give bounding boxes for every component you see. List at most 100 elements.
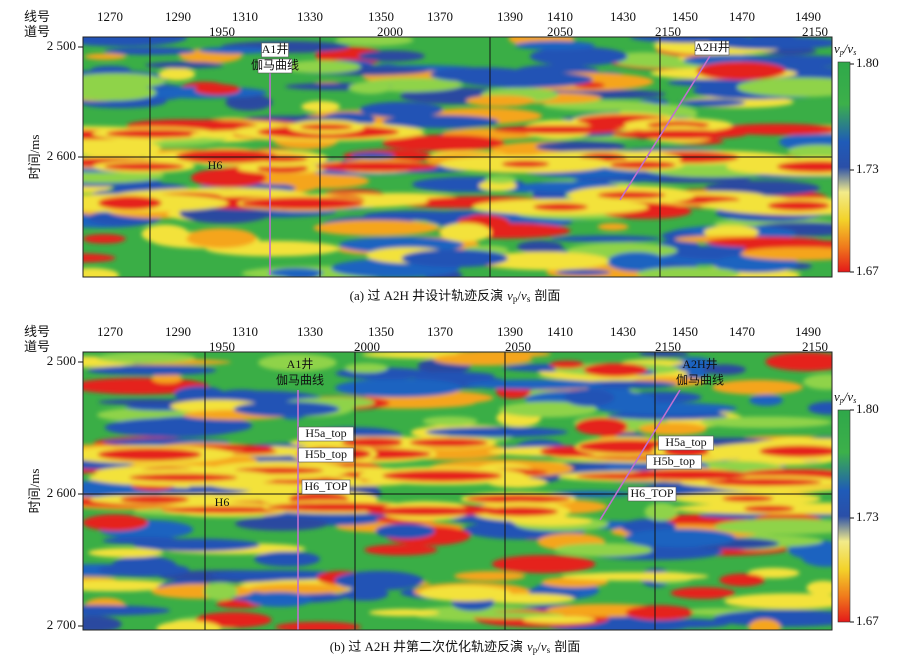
blob	[550, 235, 661, 242]
line-number: 1430	[610, 324, 636, 339]
blob	[83, 37, 188, 47]
colorbar	[837, 409, 851, 623]
blob	[493, 125, 623, 134]
text-part: 剖面	[534, 288, 560, 303]
y-axis-label: 时间/ms	[27, 135, 42, 180]
text-part: v	[834, 41, 840, 56]
blob	[83, 514, 148, 531]
blob	[706, 236, 826, 248]
trace-number: 1950	[209, 24, 235, 39]
row-label: 线号	[24, 9, 50, 24]
blob	[638, 422, 707, 436]
annotation-box	[694, 40, 730, 56]
text-part: p	[839, 396, 844, 405]
blob	[246, 591, 313, 607]
blob	[533, 203, 588, 211]
line-number: 1450	[672, 9, 698, 24]
blob	[713, 518, 832, 535]
blob	[712, 379, 803, 395]
blob	[141, 224, 189, 244]
blob	[749, 394, 783, 406]
text-part: (a) 过 A2H 井设计轨迹反演	[350, 288, 503, 303]
text-part: p	[839, 48, 844, 57]
row-label: 道号	[24, 24, 50, 39]
line-number: 1490	[795, 324, 821, 339]
blob	[801, 549, 832, 567]
section-image	[83, 37, 832, 277]
blob	[334, 570, 424, 591]
colorbar-tick-label: 1.73	[856, 161, 879, 176]
colorbar-title: vp/vs	[834, 389, 856, 405]
line-number: 1310	[232, 324, 258, 339]
blob	[335, 37, 414, 46]
annotation-box	[658, 435, 714, 451]
caption: (a) 过 A2H 井设计轨迹反演 vp/vs 剖面	[350, 288, 561, 304]
blob	[382, 470, 502, 482]
blob	[713, 609, 832, 627]
trace-number: 2050	[547, 24, 573, 39]
blob	[776, 161, 832, 173]
blob	[382, 115, 499, 129]
text-part: v	[847, 41, 853, 56]
y-tick-label: 2 700	[47, 617, 76, 632]
blob	[83, 253, 116, 263]
well-track	[619, 55, 711, 201]
blob	[696, 61, 786, 80]
blob	[638, 352, 689, 358]
text-part: v	[521, 288, 527, 303]
annotation: A1井	[287, 357, 314, 371]
annotation: 伽马曲线	[276, 372, 324, 387]
blob	[419, 585, 512, 602]
blob	[642, 619, 730, 629]
blob	[176, 149, 279, 164]
trace-number: 2150	[802, 339, 828, 354]
blob	[225, 94, 273, 111]
blob	[348, 81, 392, 94]
blob	[300, 123, 353, 131]
text-part: /	[843, 389, 849, 404]
annotation: A2H井	[694, 40, 729, 54]
blob	[439, 222, 492, 242]
blob	[670, 587, 736, 599]
line-number: 1270	[97, 324, 123, 339]
blob	[700, 416, 832, 429]
blob	[626, 469, 749, 481]
blob	[254, 551, 321, 567]
blob	[554, 543, 653, 557]
blob	[241, 197, 364, 210]
line-number: 1290	[165, 324, 191, 339]
text-part: p	[513, 294, 518, 304]
line-number: 1470	[729, 324, 755, 339]
blob	[129, 473, 238, 482]
annotation: H5b_top	[653, 454, 695, 468]
trace-number: 2000	[354, 339, 380, 354]
line-number: 1490	[795, 9, 821, 24]
blob	[209, 570, 346, 581]
text-part: v	[847, 389, 853, 404]
blob	[185, 228, 257, 249]
blob	[522, 615, 596, 624]
blob	[561, 572, 709, 581]
colorbar	[837, 61, 851, 273]
line-number: 1410	[547, 9, 573, 24]
line-number: 1450	[672, 324, 698, 339]
annotation: H5a_top	[665, 435, 706, 449]
blob	[759, 445, 832, 458]
trace-number: 2000	[377, 24, 403, 39]
blob	[549, 360, 585, 369]
blob	[583, 363, 648, 377]
y-tick-label: 2 500	[47, 38, 76, 53]
annotation: A1井	[262, 42, 289, 56]
y-tick-label: 2 600	[47, 485, 76, 500]
blob	[96, 352, 196, 364]
blob	[787, 144, 832, 159]
blob	[748, 567, 800, 579]
blob	[724, 593, 832, 610]
annotation-box	[298, 447, 354, 463]
blob	[465, 494, 571, 503]
colorbar-tick-label: 1.80	[856, 55, 879, 70]
text-part: v	[507, 288, 513, 303]
text-part: v	[834, 389, 840, 404]
blob	[83, 234, 126, 244]
